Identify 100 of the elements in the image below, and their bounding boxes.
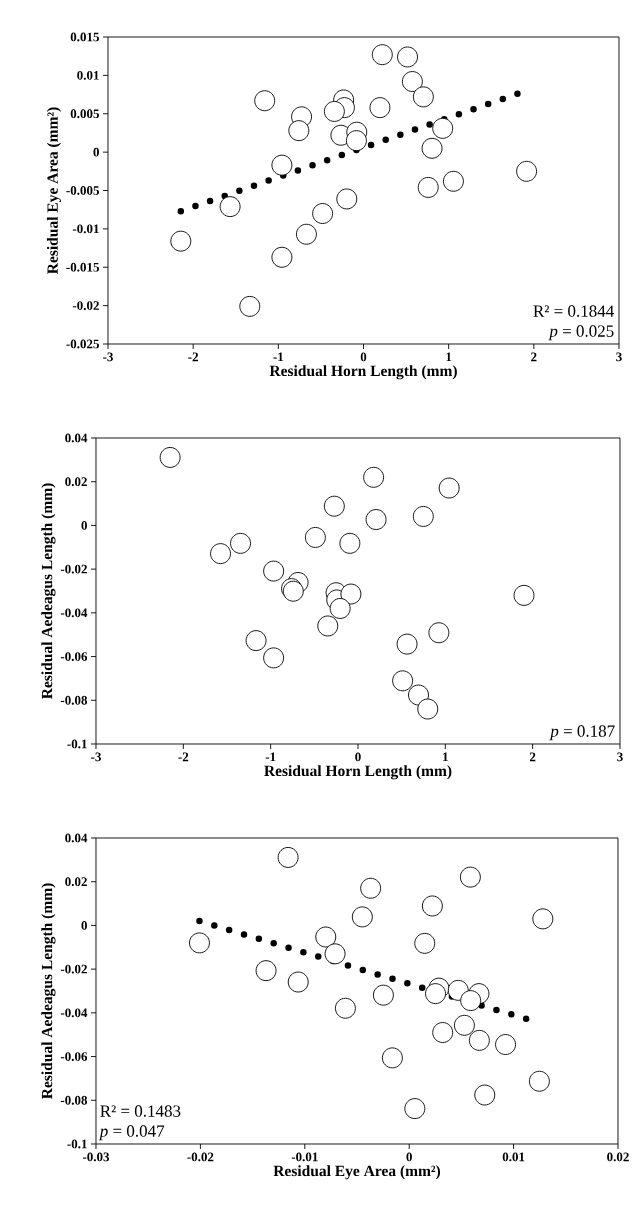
y-tick-label: -0.025 — [66, 339, 99, 349]
x-tick-label: -1 — [273, 352, 284, 362]
x-tick-label: 2 — [529, 752, 536, 762]
point — [245, 630, 267, 652]
point — [532, 908, 554, 930]
x-tick-label: 1 — [446, 352, 452, 362]
point — [239, 295, 261, 317]
x-tick-label: -3 — [103, 352, 113, 362]
point — [288, 120, 310, 142]
point — [271, 246, 293, 268]
annotation: R² = 0.1483 — [100, 1105, 181, 1117]
point — [277, 847, 299, 868]
point — [417, 176, 439, 198]
point — [317, 615, 339, 637]
y-tick-label: 0.04 — [65, 433, 88, 443]
annotation: p = 0.025 — [548, 325, 614, 341]
point — [460, 990, 482, 1012]
point — [254, 90, 276, 112]
point — [421, 137, 443, 159]
point — [345, 130, 367, 152]
y-tick-label: -0.08 — [60, 1095, 88, 1105]
y-tick-label: -0.02 — [72, 301, 99, 311]
point — [369, 97, 391, 119]
point — [323, 495, 345, 517]
point — [365, 509, 387, 530]
annotation: p = 0.047 — [98, 1125, 165, 1141]
annotation: p = 0.187 — [549, 725, 615, 741]
point — [412, 506, 434, 527]
y-tick-label: -0.1 — [67, 1139, 87, 1149]
point — [295, 223, 317, 245]
point — [432, 117, 454, 139]
y-tick-label: 0 — [93, 147, 99, 157]
y-axis-title: Residual Aedeagus Length (mm) — [41, 883, 56, 1100]
y-tick-label: 0.01 — [77, 70, 99, 80]
point — [371, 44, 393, 66]
point — [474, 1084, 496, 1106]
x-axis-title: Residual Horn Length (mm) — [264, 765, 452, 780]
x-tick-label: -0.03 — [82, 1152, 110, 1162]
y-tick-label: -0.02 — [60, 564, 87, 574]
point — [372, 984, 394, 1006]
point — [287, 971, 309, 993]
point — [329, 598, 351, 619]
y-axis-title: Residual Aedeagus Length (mm) — [41, 483, 56, 700]
x-tick-label: -2 — [188, 352, 199, 362]
y-tick-label: -0.02 — [60, 964, 87, 974]
point — [528, 1070, 550, 1092]
y-tick-label: 0 — [81, 921, 87, 930]
x-tick-label: -2 — [178, 752, 189, 762]
x-tick-label: 0 — [355, 752, 361, 762]
point — [312, 203, 334, 224]
point — [516, 160, 538, 182]
y-tick-label: -0.04 — [60, 1008, 88, 1018]
y-tick-label: 0 — [81, 521, 87, 530]
point — [425, 983, 446, 1005]
point — [230, 532, 251, 554]
point — [414, 932, 436, 954]
point — [432, 1022, 454, 1043]
x-tick-label: 3 — [616, 352, 622, 362]
x-axis-title: Residual Horn Length (mm) — [269, 365, 457, 380]
y-tick-label: 0.02 — [65, 477, 87, 487]
point — [170, 230, 192, 252]
x-tick-label: -1 — [265, 752, 276, 762]
y-tick-label: 0.005 — [70, 109, 99, 119]
y-tick-label: -0.005 — [66, 186, 99, 195]
y-tick-label: -0.06 — [60, 1052, 88, 1061]
point — [392, 670, 414, 692]
point — [412, 86, 434, 108]
x-tick-label: 1 — [443, 752, 448, 762]
x-tick-label: 0.02 — [607, 1152, 629, 1162]
point — [428, 622, 450, 644]
point — [189, 932, 210, 954]
point — [336, 188, 358, 210]
point — [453, 1014, 475, 1036]
annotation: R² = 0.1844 — [533, 305, 614, 317]
point — [351, 906, 373, 928]
x-tick-label: -0.02 — [187, 1152, 214, 1162]
point — [468, 1029, 490, 1051]
point — [396, 633, 418, 655]
point — [304, 526, 326, 548]
point — [324, 943, 346, 965]
y-tick-label: 0.015 — [70, 32, 99, 42]
x-tick-label: 0 — [360, 352, 367, 362]
point — [360, 877, 382, 899]
x-tick-label: 2 — [531, 352, 537, 362]
y-tick-label: -0.08 — [60, 695, 88, 705]
point — [404, 1098, 426, 1120]
point — [210, 543, 231, 565]
y-tick-label: 0.04 — [65, 833, 88, 843]
x-tick-label: 3 — [617, 752, 623, 762]
point — [513, 584, 535, 606]
point — [397, 46, 418, 68]
point — [219, 196, 241, 218]
y-tick-label: -0.015 — [66, 262, 99, 272]
y-tick-label: -0.04 — [60, 608, 88, 618]
point — [363, 466, 385, 488]
x-tick-label: -0.01 — [291, 1152, 318, 1162]
x-tick-label: -3 — [91, 752, 101, 762]
point — [255, 960, 277, 982]
x-tick-label: 0 — [406, 1152, 412, 1162]
point — [459, 866, 481, 888]
